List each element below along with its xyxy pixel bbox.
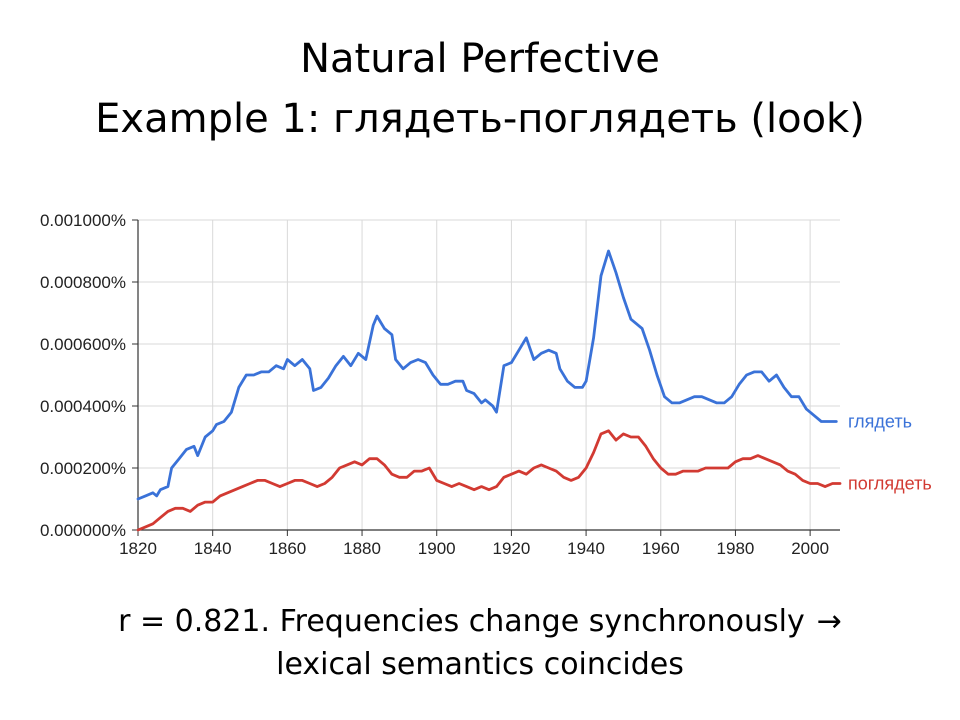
- x-tick-label: 2000: [791, 539, 829, 558]
- x-tick-label: 1960: [642, 539, 680, 558]
- x-tick-label: 1880: [343, 539, 381, 558]
- series-line-1: [136, 249, 838, 501]
- y-tick-label: 0.001000%: [40, 211, 126, 230]
- caption-line-1: r = 0.821. Frequencies change synchronou…: [0, 604, 960, 639]
- slide-subtitle: Example 1: глядеть-поглядеть (look): [95, 96, 865, 142]
- series-line-2: [136, 429, 842, 532]
- x-tick-label: 1940: [567, 539, 605, 558]
- y-tick-label: 0.000000%: [40, 521, 126, 540]
- y-tick-label: 0.000400%: [40, 397, 126, 416]
- x-tick-label: 1860: [268, 539, 306, 558]
- y-tick-label: 0.000600%: [40, 335, 126, 354]
- caption-line-2: lexical semantics coincides: [276, 647, 684, 682]
- slide-title: Natural Perfective: [300, 36, 660, 82]
- x-tick-label: 1920: [492, 539, 530, 558]
- series-label-2: поглядеть: [848, 474, 932, 494]
- y-tick-label: 0.000800%: [40, 273, 126, 292]
- series-label-1: глядеть: [848, 412, 912, 432]
- x-tick-label: 1980: [717, 539, 755, 558]
- x-tick-label: 1840: [194, 539, 232, 558]
- x-tick-label: 1900: [418, 539, 456, 558]
- caption-text: r = 0.821. Frequencies change synchronou…: [118, 604, 805, 639]
- x-tick-label: 1820: [119, 539, 157, 558]
- right-arrow-icon: →: [816, 604, 842, 639]
- y-tick-label: 0.000200%: [40, 459, 126, 478]
- frequency-line-chart: 0.000000% 0.000200% 0.000400% 0.000600% 0.00…: [40, 211, 932, 558]
